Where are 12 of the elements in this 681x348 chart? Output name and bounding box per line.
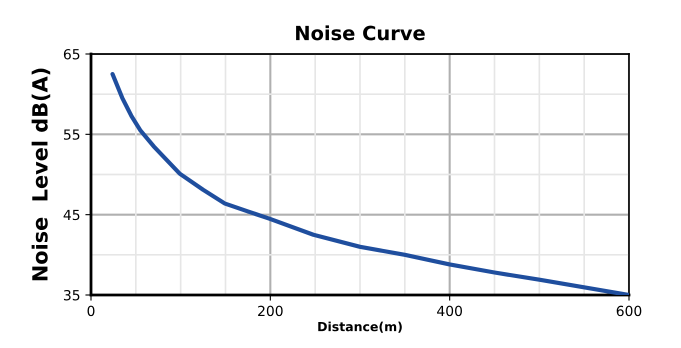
x-tick-label: 600 [616, 306, 642, 316]
y-tick-label: 55 [64, 129, 80, 140]
line-series [110, 72, 629, 295]
x-axis-title: Distance(m) [318, 322, 402, 333]
x-tick-label: 200 [258, 306, 283, 316]
y-axis-title: Noise Level dB(A) [32, 68, 50, 280]
chart-title: Noise Curve [296, 25, 425, 40]
x-tick-label: 400 [437, 306, 462, 316]
x-tick-label: 0 [87, 306, 94, 316]
y-tick-label: 45 [64, 210, 80, 220]
y-tick-label: 35 [64, 290, 80, 300]
y-tick-label: 65 [64, 48, 80, 60]
